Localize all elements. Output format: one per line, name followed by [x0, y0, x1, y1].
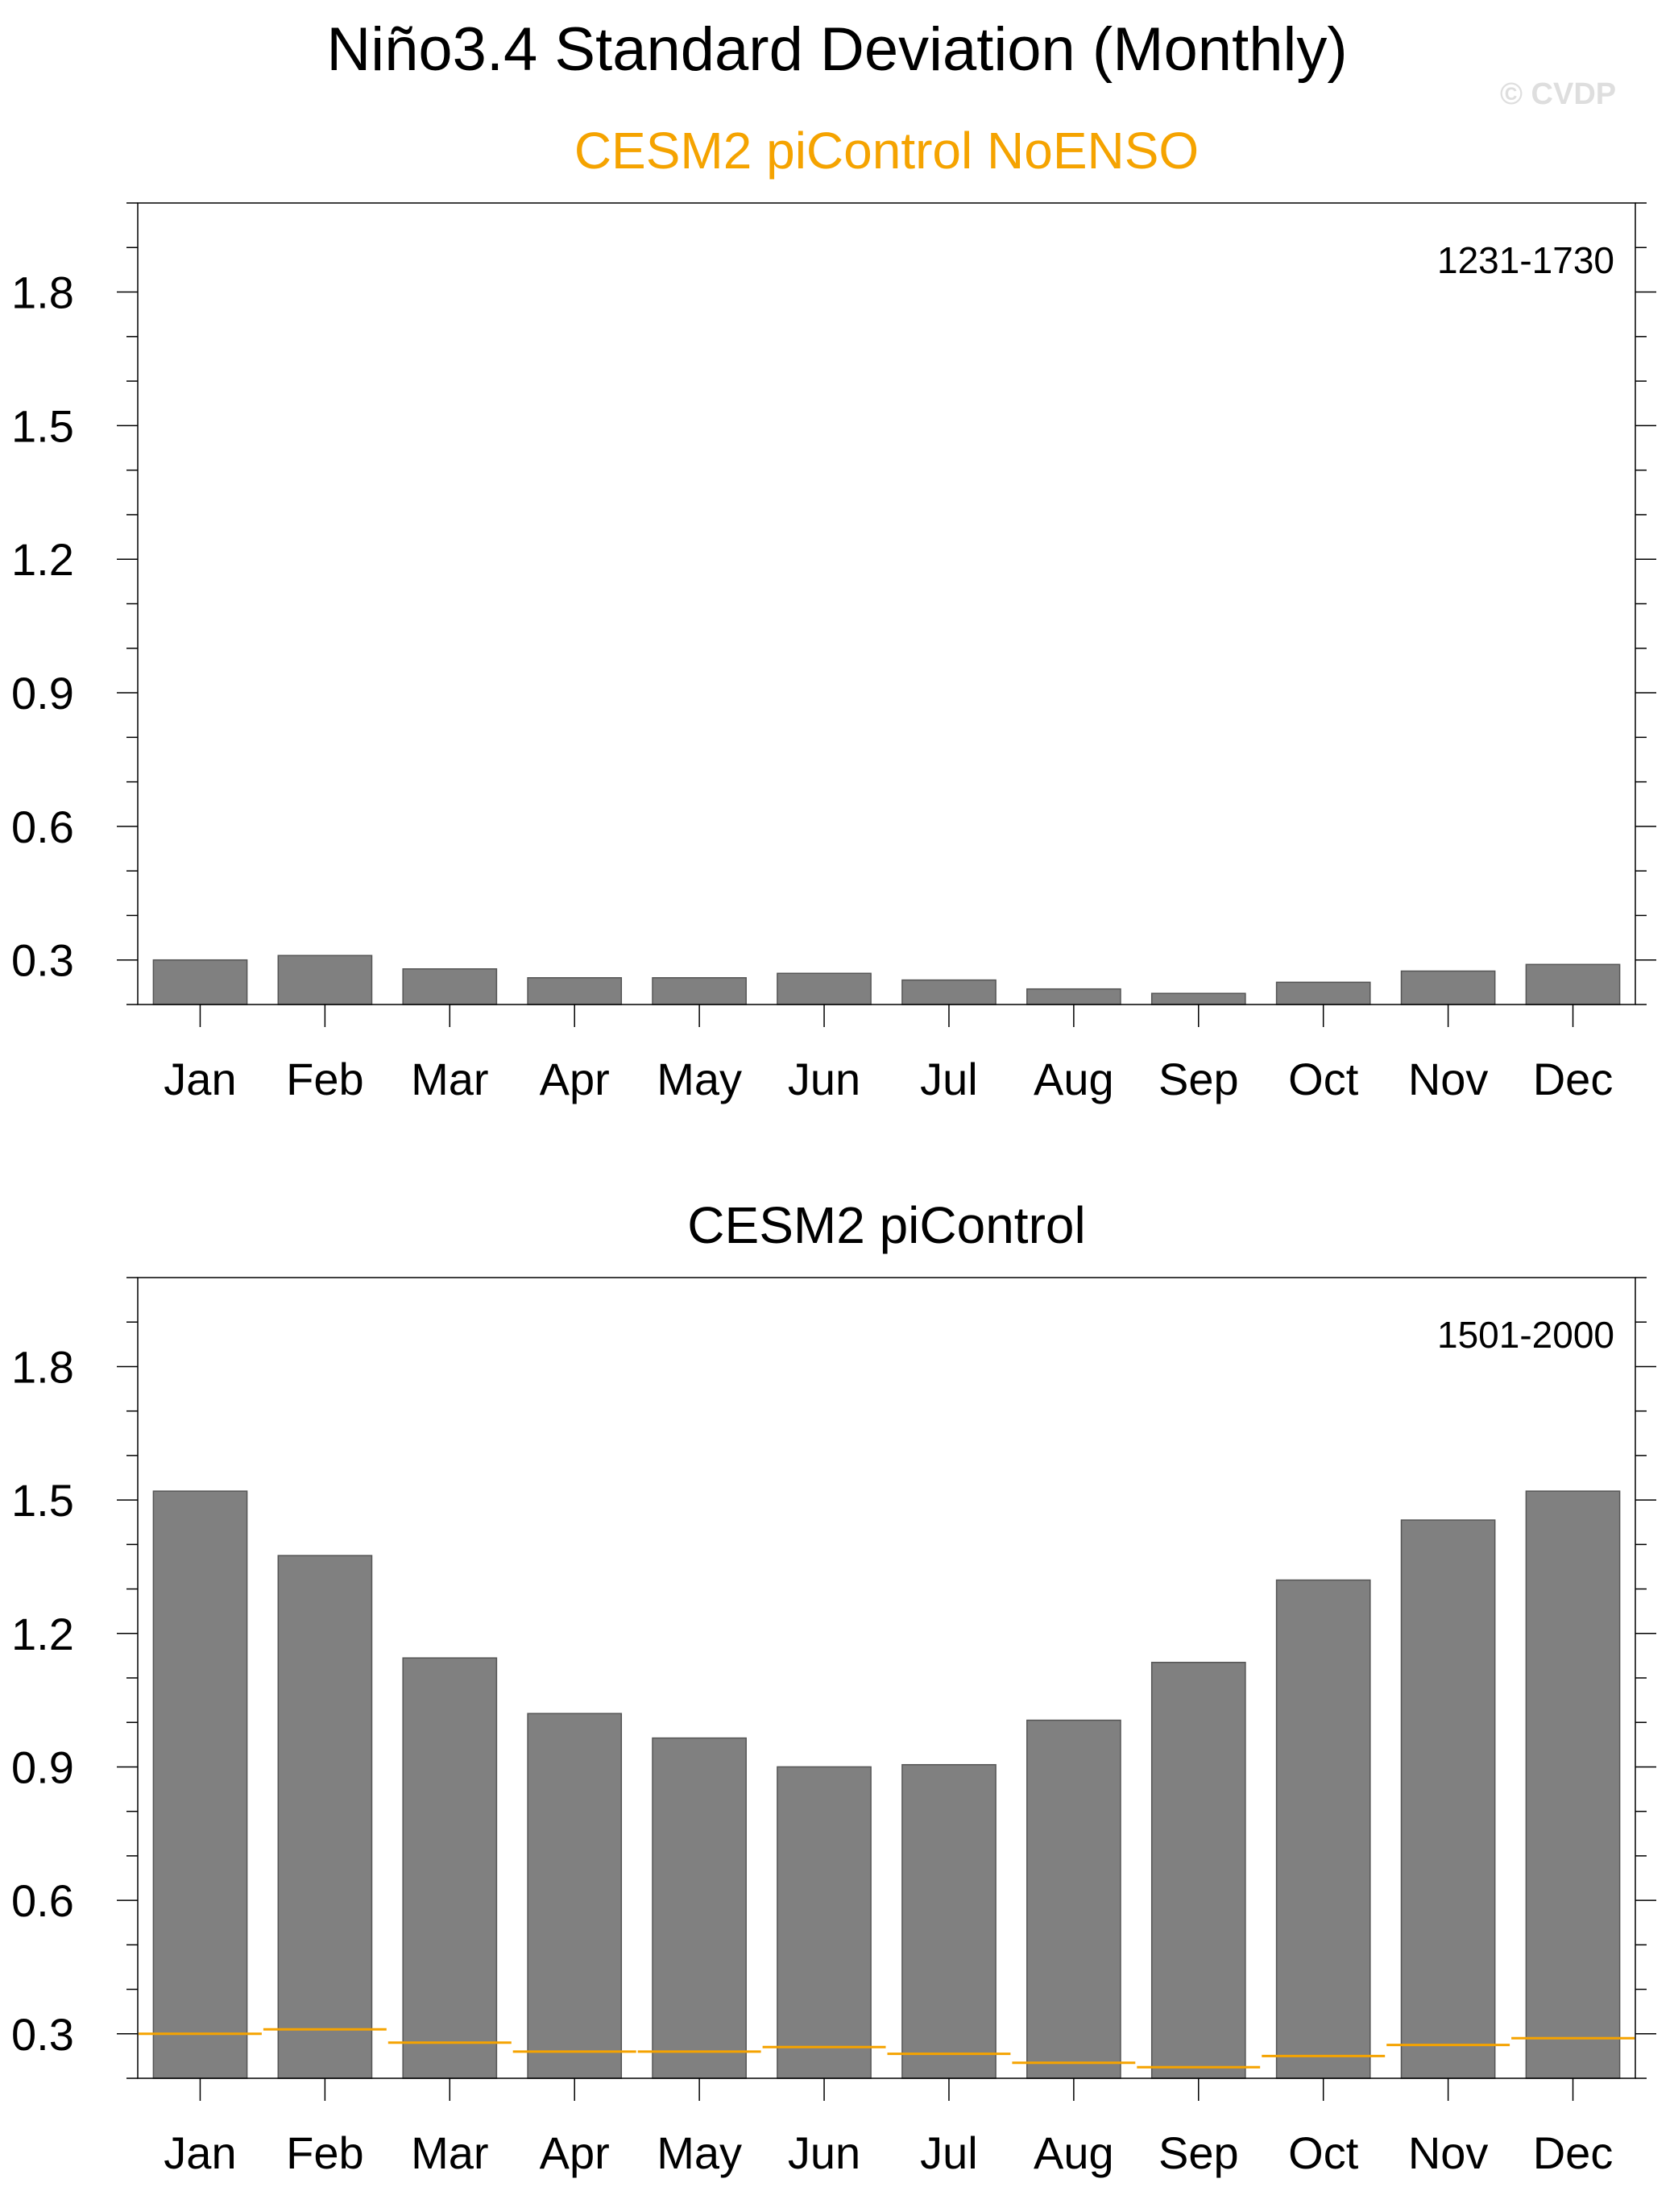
x-tick-label-jun: Jun	[788, 1054, 860, 1104]
x-tick-label-aug: Aug	[1034, 1054, 1114, 1104]
bar-may	[652, 977, 747, 1005]
bar-dec	[1525, 1490, 1621, 2079]
bar-mar	[402, 1657, 498, 2079]
y-tick-label: 1.2	[11, 534, 74, 585]
y-tick-label: 0.6	[11, 1875, 74, 1926]
period-label: 1231-1730	[1437, 239, 1614, 281]
x-tick-label-sep: Sep	[1158, 1054, 1239, 1104]
x-tick-label-may: May	[657, 2127, 742, 2178]
bar-jan	[152, 959, 248, 1005]
y-tick-label: 0.3	[11, 2009, 74, 2060]
plot-frame	[137, 202, 1636, 1005]
bar-jun	[777, 972, 872, 1005]
x-tick-label-nov: Nov	[1408, 2127, 1489, 2178]
x-tick-label-sep: Sep	[1158, 2127, 1239, 2178]
x-tick-label-jan: Jan	[164, 2127, 236, 2178]
x-tick-label-dec: Dec	[1533, 1054, 1614, 1104]
x-tick-label-dec: Dec	[1533, 2127, 1614, 2178]
bar-nov	[1400, 1519, 1496, 2079]
bar-apr	[527, 977, 623, 1005]
x-tick-label-oct: Oct	[1288, 2127, 1359, 2178]
y-tick-label: 0.3	[11, 935, 74, 986]
x-tick-label-may: May	[657, 1054, 742, 1104]
x-tick-label-jul: Jul	[920, 2127, 978, 2178]
panel-title: CESM2 piControl NoENSO	[574, 122, 1199, 180]
x-tick-label-mar: Mar	[411, 2127, 488, 2178]
x-tick-label-jul: Jul	[920, 1054, 978, 1104]
bar-oct	[1275, 1579, 1371, 2079]
bar-jul	[901, 1763, 997, 2079]
bar-mar	[402, 968, 498, 1005]
bar-feb	[277, 1555, 373, 2079]
x-tick-label-jan: Jan	[164, 1054, 236, 1104]
x-tick-label-apr: Apr	[540, 2127, 610, 2178]
bar-jul	[901, 979, 997, 1005]
x-tick-label-oct: Oct	[1288, 1054, 1359, 1104]
x-tick-label-feb: Feb	[286, 1054, 364, 1104]
bar-dec	[1525, 963, 1621, 1005]
period-label: 1501-2000	[1437, 1314, 1614, 1356]
y-tick-label: 0.9	[11, 1742, 74, 1792]
x-tick-label-feb: Feb	[286, 2127, 364, 2178]
watermark: © CVDP	[1500, 77, 1617, 111]
bar-sep	[1150, 992, 1246, 1005]
y-tick-label: 0.9	[11, 668, 74, 719]
x-tick-label-nov: Nov	[1408, 1054, 1489, 1104]
panel-top: CESM2 piControl NoENSO 0.3 0.6 0.9 1.2 1.5 1.8…	[11, 122, 1656, 1104]
bar-aug	[1026, 1719, 1121, 2079]
bar-may	[652, 1737, 747, 2079]
bar-nov	[1400, 970, 1496, 1005]
bar-sep	[1150, 1661, 1246, 2079]
bar-aug	[1026, 988, 1121, 1005]
y-tick-label: 1.5	[11, 1475, 74, 1526]
panel-title: CESM2 piControl	[687, 1196, 1085, 1254]
y-tick-label: 1.2	[11, 1609, 74, 1659]
bar-oct	[1275, 981, 1371, 1005]
y-tick-label: 1.8	[11, 267, 74, 318]
x-tick-label-apr: Apr	[540, 1054, 610, 1104]
x-tick-label-jun: Jun	[788, 2127, 860, 2178]
bar-jan	[152, 1490, 248, 2079]
bar-feb	[277, 955, 373, 1005]
y-tick-label: 1.8	[11, 1341, 74, 1392]
y-tick-label: 1.5	[11, 400, 74, 451]
x-tick-label-aug: Aug	[1034, 2127, 1114, 2178]
bar-jun	[777, 1766, 872, 2079]
panel-bottom: CESM2 piControl 0.3 0.6 0.9 1.2 1.5 1.8 Jan Feb M…	[11, 1196, 1656, 2178]
x-tick-label-mar: Mar	[411, 1054, 488, 1104]
page-title: Niño3.4 Standard Deviation (Monthly)	[326, 15, 1348, 84]
bar-apr	[527, 1713, 623, 2079]
y-tick-label: 0.6	[11, 802, 74, 852]
